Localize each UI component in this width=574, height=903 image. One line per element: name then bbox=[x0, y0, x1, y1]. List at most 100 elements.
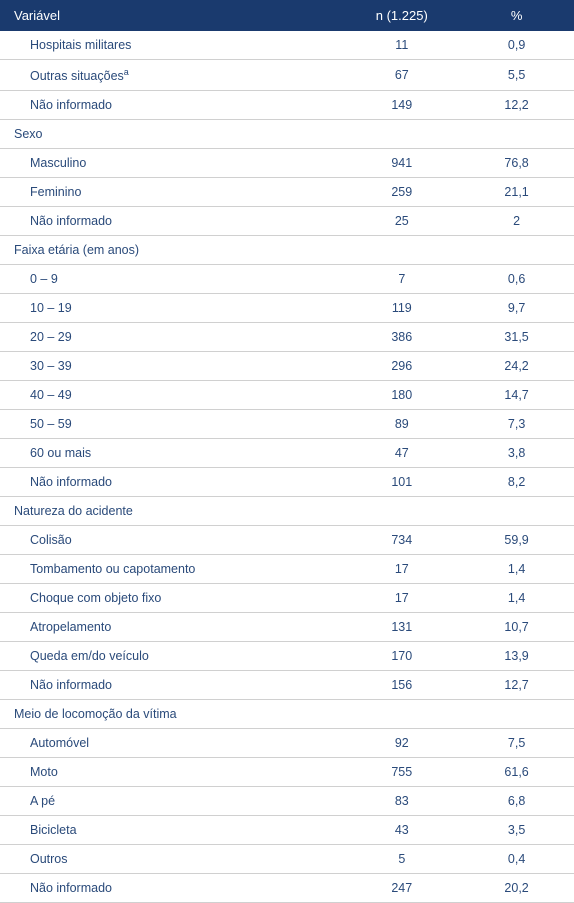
col-header-n: n (1.225) bbox=[344, 0, 459, 31]
cell-label: 50 – 59 bbox=[0, 410, 344, 439]
table-row: 30 – 3929624,2 bbox=[0, 352, 574, 381]
section-header-row: Faixa etária (em anos) bbox=[0, 236, 574, 265]
cell-n: 25 bbox=[344, 207, 459, 236]
cell-pct: 2 bbox=[459, 207, 574, 236]
cell-pct: 24,2 bbox=[459, 352, 574, 381]
cell-pct: 0,4 bbox=[459, 845, 574, 874]
cell-n: 92 bbox=[344, 729, 459, 758]
cell-n: 131 bbox=[344, 613, 459, 642]
cell-pct: 61,6 bbox=[459, 758, 574, 787]
cell-pct: 31,5 bbox=[459, 323, 574, 352]
cell-pct: 3,5 bbox=[459, 816, 574, 845]
cell-n: 83 bbox=[344, 787, 459, 816]
table-row: 10 – 191199,7 bbox=[0, 294, 574, 323]
table-row: Não informado14912,2 bbox=[0, 91, 574, 120]
cell-pct: 6,8 bbox=[459, 787, 574, 816]
main-table: Variável n (1.225) % Hospitais militares… bbox=[0, 0, 574, 903]
cell-label: Queda em/do veículo bbox=[0, 642, 344, 671]
table-row: Não informado15612,7 bbox=[0, 671, 574, 700]
cell-label: Colisão bbox=[0, 526, 344, 555]
footnote-marker: a bbox=[124, 67, 129, 77]
table-row: Tombamento ou capotamento171,4 bbox=[0, 555, 574, 584]
section-title: Natureza do acidente bbox=[0, 497, 574, 526]
cell-label: 0 – 9 bbox=[0, 265, 344, 294]
table-row: Não informado252 bbox=[0, 207, 574, 236]
cell-pct: 7,5 bbox=[459, 729, 574, 758]
cell-label: Bicicleta bbox=[0, 816, 344, 845]
cell-n: 734 bbox=[344, 526, 459, 555]
cell-pct: 7,3 bbox=[459, 410, 574, 439]
table-row: Choque com objeto fixo171,4 bbox=[0, 584, 574, 613]
cell-label: Não informado bbox=[0, 671, 344, 700]
cell-pct: 76,8 bbox=[459, 149, 574, 178]
table-row: Não informado1018,2 bbox=[0, 468, 574, 497]
table-header-row: Variável n (1.225) % bbox=[0, 0, 574, 31]
cell-label: Não informado bbox=[0, 207, 344, 236]
cell-n: 5 bbox=[344, 845, 459, 874]
table-row: 20 – 2938631,5 bbox=[0, 323, 574, 352]
cell-pct: 9,7 bbox=[459, 294, 574, 323]
table-row: 50 – 59897,3 bbox=[0, 410, 574, 439]
table-body: Hospitais militares110,9Outras situações… bbox=[0, 31, 574, 903]
cell-pct: 0,6 bbox=[459, 265, 574, 294]
cell-n: 941 bbox=[344, 149, 459, 178]
table-row: Outras situaçõesa675,5 bbox=[0, 60, 574, 91]
cell-label: 40 – 49 bbox=[0, 381, 344, 410]
cell-label: Outras situaçõesa bbox=[0, 60, 344, 91]
table-row: Automóvel927,5 bbox=[0, 729, 574, 758]
cell-label: Automóvel bbox=[0, 729, 344, 758]
cell-pct: 0,9 bbox=[459, 31, 574, 60]
cell-n: 386 bbox=[344, 323, 459, 352]
cell-n: 43 bbox=[344, 816, 459, 845]
cell-pct: 14,7 bbox=[459, 381, 574, 410]
cell-label: A pé bbox=[0, 787, 344, 816]
table-row: Moto75561,6 bbox=[0, 758, 574, 787]
cell-pct: 12,7 bbox=[459, 671, 574, 700]
table-row: 0 – 970,6 bbox=[0, 265, 574, 294]
table-row: 40 – 4918014,7 bbox=[0, 381, 574, 410]
section-header-row: Natureza do acidente bbox=[0, 497, 574, 526]
table-row: Colisão73459,9 bbox=[0, 526, 574, 555]
cell-n: 67 bbox=[344, 60, 459, 91]
section-title: Sexo bbox=[0, 120, 574, 149]
cell-label: Não informado bbox=[0, 91, 344, 120]
table-row: Bicicleta433,5 bbox=[0, 816, 574, 845]
cell-label: Hospitais militares bbox=[0, 31, 344, 60]
cell-label: Não informado bbox=[0, 874, 344, 903]
cell-n: 119 bbox=[344, 294, 459, 323]
cell-n: 101 bbox=[344, 468, 459, 497]
table-row: Feminino25921,1 bbox=[0, 178, 574, 207]
cell-n: 296 bbox=[344, 352, 459, 381]
cell-label: Masculino bbox=[0, 149, 344, 178]
cell-label: Moto bbox=[0, 758, 344, 787]
section-title: Faixa etária (em anos) bbox=[0, 236, 574, 265]
cell-label: 10 – 19 bbox=[0, 294, 344, 323]
cell-n: 180 bbox=[344, 381, 459, 410]
table-row: Não informado24720,2 bbox=[0, 874, 574, 903]
section-title: Meio de locomoção da vítima bbox=[0, 700, 574, 729]
cell-n: 17 bbox=[344, 584, 459, 613]
cell-n: 17 bbox=[344, 555, 459, 584]
cell-n: 89 bbox=[344, 410, 459, 439]
cell-pct: 10,7 bbox=[459, 613, 574, 642]
cell-n: 47 bbox=[344, 439, 459, 468]
cell-n: 11 bbox=[344, 31, 459, 60]
cell-pct: 1,4 bbox=[459, 555, 574, 584]
cell-pct: 3,8 bbox=[459, 439, 574, 468]
cell-pct: 12,2 bbox=[459, 91, 574, 120]
cell-n: 170 bbox=[344, 642, 459, 671]
cell-pct: 20,2 bbox=[459, 874, 574, 903]
cell-label: Outros bbox=[0, 845, 344, 874]
cell-n: 7 bbox=[344, 265, 459, 294]
cell-label: Feminino bbox=[0, 178, 344, 207]
cell-label: 30 – 39 bbox=[0, 352, 344, 381]
section-header-row: Sexo bbox=[0, 120, 574, 149]
cell-pct: 5,5 bbox=[459, 60, 574, 91]
cell-n: 247 bbox=[344, 874, 459, 903]
table-row: Queda em/do veículo17013,9 bbox=[0, 642, 574, 671]
cell-pct: 8,2 bbox=[459, 468, 574, 497]
cell-n: 156 bbox=[344, 671, 459, 700]
table-row: Masculino94176,8 bbox=[0, 149, 574, 178]
cell-label: Atropelamento bbox=[0, 613, 344, 642]
cell-pct: 59,9 bbox=[459, 526, 574, 555]
